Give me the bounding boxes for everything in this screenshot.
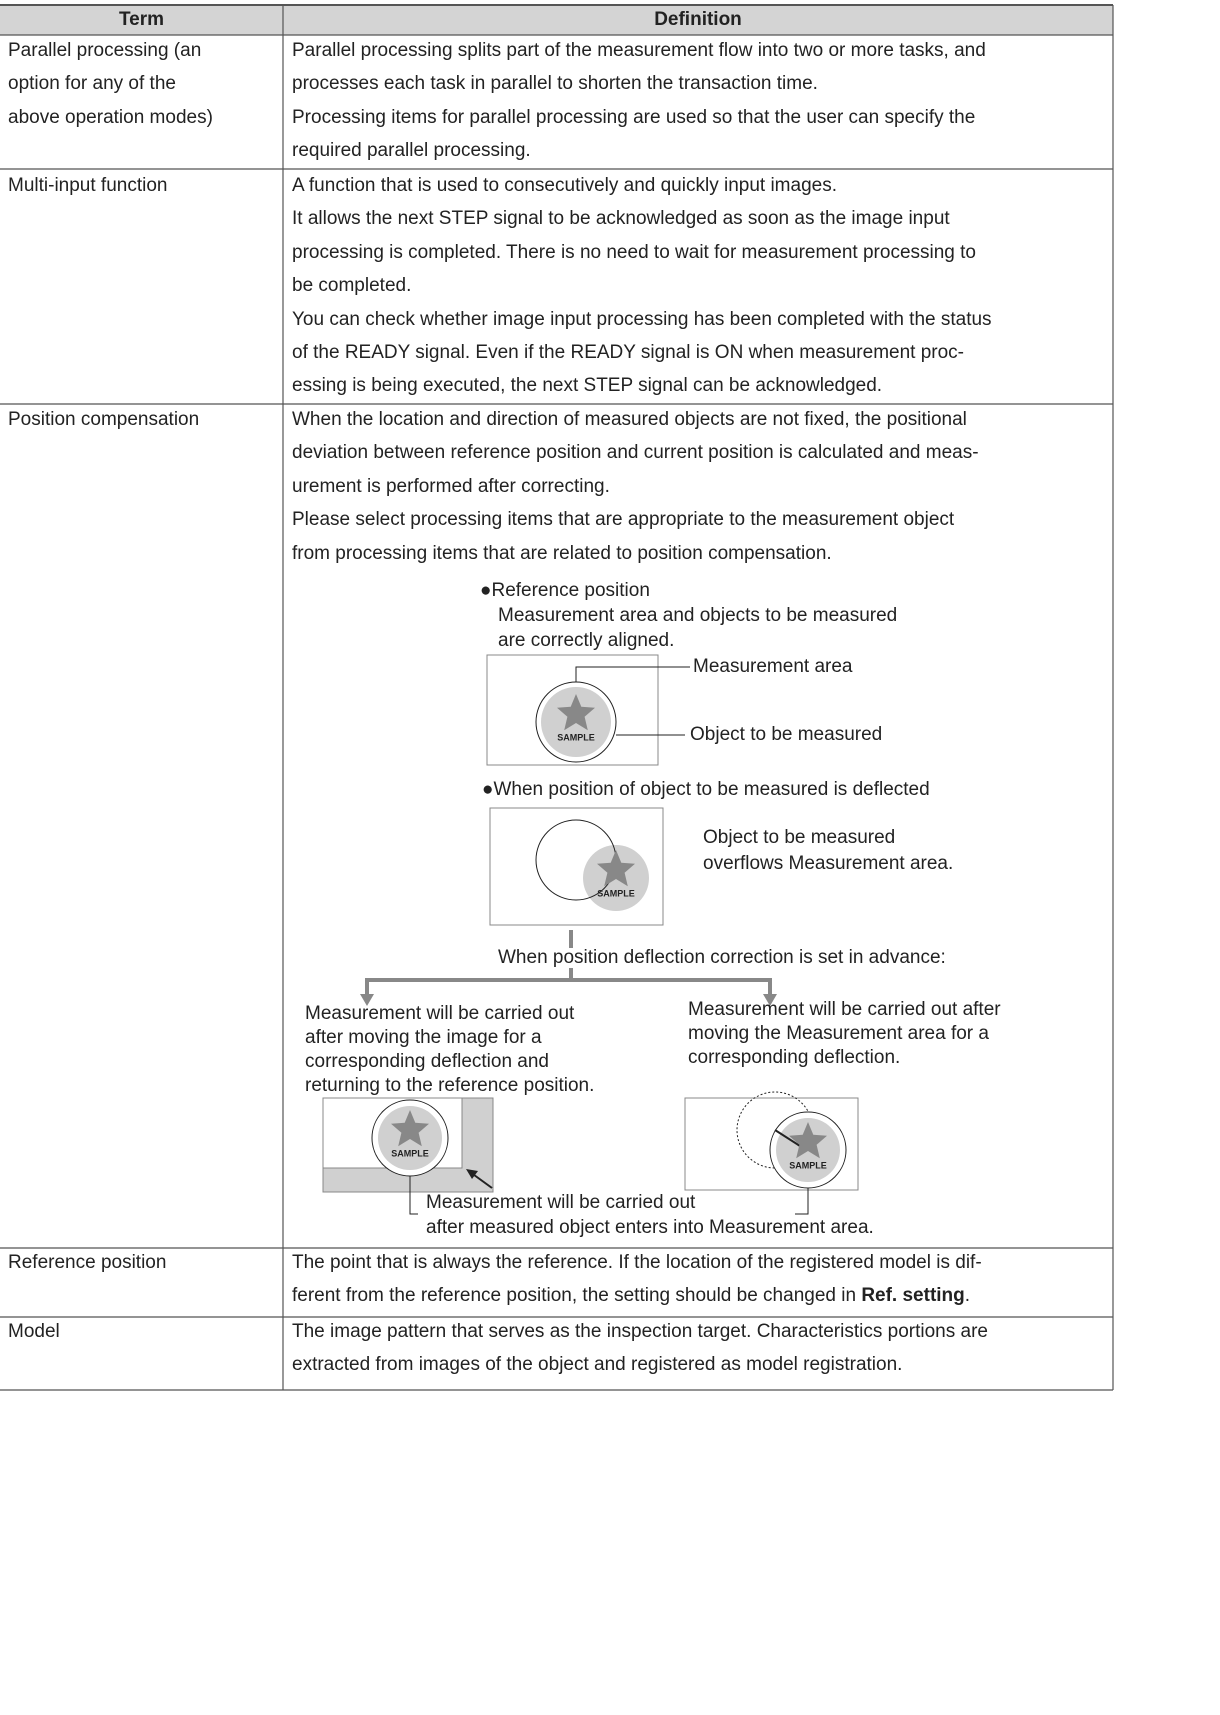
diagram-text: Object to be measured [703,827,895,848]
sample-label: SAMPLE [789,1160,827,1170]
arrow-head [466,1169,478,1179]
star [789,1122,827,1159]
definition-line: deviation between reference position and… [292,442,979,464]
definition-line: The image pattern that serves as the ins… [292,1321,988,1342]
definition-line: essing is being executed, the next STEP … [292,375,883,397]
term-line: Reference position [8,1252,167,1273]
header-background [0,5,1113,35]
sample-label: SAMPLE [597,888,635,898]
definition-line: It allows the next STEP signal to be ack… [292,208,950,230]
definition-line: You can check whether image input proces… [292,308,992,330]
diagram-text: after measured object enters into Measur… [426,1217,874,1238]
arrow-head [360,994,374,1006]
arrow [774,1129,801,1147]
term-line: Parallel processing (an [8,40,202,61]
callout [795,1188,809,1215]
term-line: Model [8,1321,60,1342]
term-line: Multi-input function [8,175,168,196]
sample-label: SAMPLE [391,1148,429,1158]
definition-line: Parallel processing splits part of the m… [292,40,986,61]
sample-label: SAMPLE [557,732,595,742]
star [557,694,595,731]
definition-line: Processing items for parallel processing… [292,106,976,128]
definition-line: be completed. [292,275,412,297]
arrow-head [763,994,777,1006]
definition-line: ferent from the reference position, the … [292,1285,970,1307]
header-cell: Definition [654,9,742,30]
diagram-text: overflows Measurement area. [703,853,953,874]
connector [365,930,772,998]
definition-line: Please select processing items that are … [292,509,955,531]
table-rules [0,4,1114,1391]
text-segment: ferent from the reference position, the … [292,1285,862,1307]
diagram-text: after moving the image for a [305,1027,542,1048]
diagram-text: Measurement will be carried out [426,1192,696,1213]
diagram-text: Measurement will be carried out after [688,999,1001,1020]
diagram-text: ●When position of object to be measured … [482,779,930,800]
star [597,850,635,887]
diagram-text: ●Reference position [480,580,650,601]
diagram-text: returning to the reference position. [305,1075,594,1096]
definition-line: The point that is always the reference. … [292,1252,982,1273]
callout [409,1176,418,1215]
definition-line: When the location and direction of measu… [292,409,967,430]
definition-line: required parallel processing. [292,140,531,162]
definition-line: of the READY signal. Even if the READY s… [292,342,964,363]
diagram-text: Measurement will be carried out [305,1003,575,1024]
header-cell: Term [118,9,165,30]
definition-line: urement is performed after correcting. [292,475,610,497]
diagram-text: When position deflection correction is s… [498,947,946,968]
term-line: Position compensation [8,409,200,430]
diagram-text: are correctly aligned. [498,630,674,651]
definition-line: A function that is used to consecutively… [292,175,837,196]
definition-line: from processing items that are related t… [292,542,832,564]
text-segment: Ref. setting [861,1285,965,1307]
diagram-text: moving the Measurement area for a [688,1023,989,1044]
diagram-text: Measurement area [693,656,853,677]
diagram-text: corresponding deflection and [305,1051,549,1072]
definition-line: processing is completed. There is no nee… [292,241,976,263]
star [391,1110,429,1147]
callout [575,666,690,682]
diagram-text: Object to be measured [690,724,882,745]
diagram-text: corresponding deflection. [688,1047,900,1068]
term-line: option for any of the [8,73,176,95]
definition-line: extracted from images of the object and … [292,1354,903,1376]
text-segment: . [964,1285,971,1307]
definition-line: processes each task in parallel to short… [292,73,818,95]
term-line: above operation modes) [8,106,213,128]
diagram-text: Measurement area and objects to be measu… [498,605,897,626]
